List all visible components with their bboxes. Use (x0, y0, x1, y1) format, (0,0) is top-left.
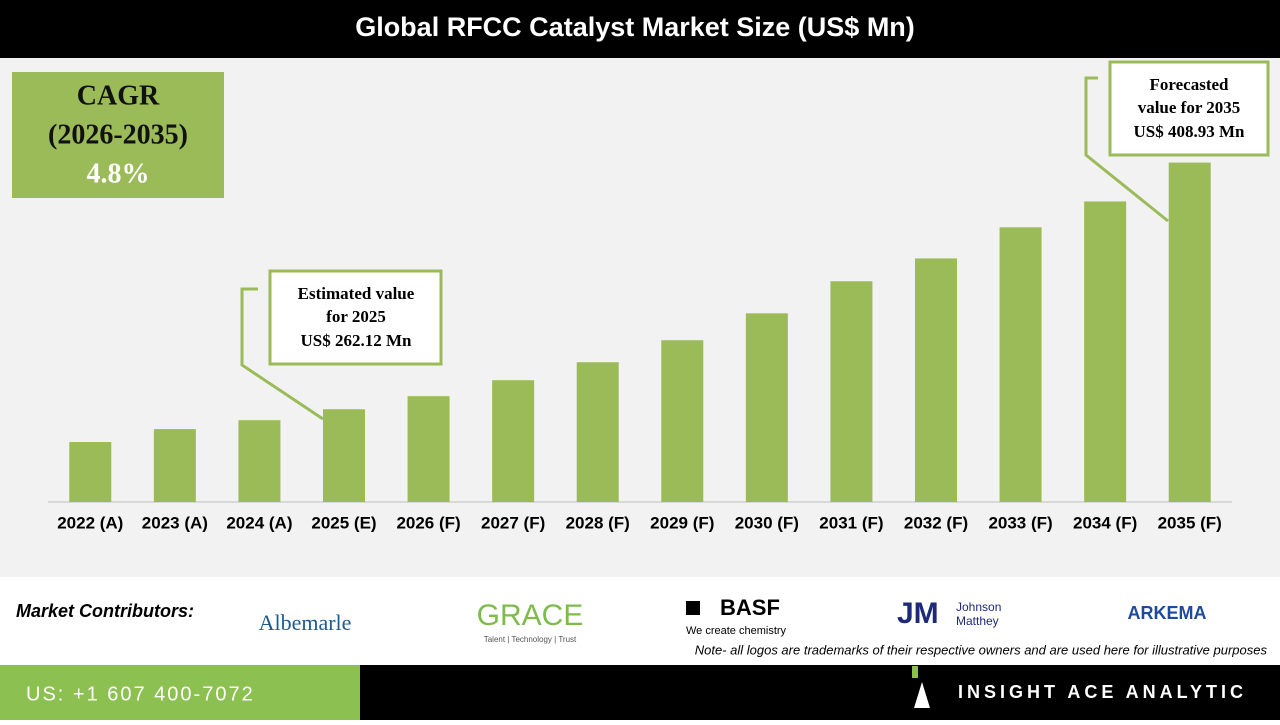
logo-icon (686, 601, 700, 615)
callout-text: US$ 408.93 Mn (1134, 122, 1246, 141)
x-tick-label: 2029 (F) (650, 513, 714, 532)
x-tick-label: 2022 (A) (57, 513, 123, 532)
callout-box (268, 269, 443, 366)
title-bar (0, 0, 1280, 58)
brand: INSIGHT ACE ANALYTIC (958, 682, 1247, 702)
callout-line (240, 287, 324, 421)
bar (407, 396, 450, 502)
bars: 2022 (A) 2023 (A) 2024 (A) 2025 (E) 2026 (F)… (57, 162, 1222, 532)
callout-box (1108, 60, 1270, 157)
x-tick-label: 2024 (A) (226, 513, 292, 532)
bar (492, 380, 535, 502)
cagr-box (12, 72, 224, 198)
x-tick-label: 2035 (F) (1158, 513, 1222, 532)
footer-left (0, 665, 360, 720)
bar (153, 429, 196, 502)
cagr-period: (2026-2035) (48, 119, 188, 150)
x-tick-label: 2027 (F) (481, 513, 545, 532)
x-tick-label: 2034 (F) (1073, 513, 1137, 532)
callout-line (1084, 76, 1169, 223)
bar (1084, 201, 1127, 503)
bar (999, 227, 1042, 503)
x-tick-label: 2030 (F) (735, 513, 799, 532)
cagr-label: CAGR (77, 80, 160, 111)
bar (745, 313, 788, 502)
logo: GRACE (477, 599, 584, 632)
x-tick-label: 2026 (F) (396, 513, 460, 532)
logo: JM (897, 597, 939, 630)
logo: ARKEMA (1128, 603, 1207, 623)
logo-tagline: Talent | Technology | Trust (484, 635, 577, 644)
callout-text: Forecasted (1150, 75, 1230, 94)
note: Note- all logos are trademarks of their … (695, 642, 1268, 657)
bar (576, 362, 619, 502)
phone: US: +1 607 400-7072 (26, 683, 255, 705)
brand-icon (914, 682, 930, 708)
logo: BASF (720, 595, 780, 620)
callout-text: for 2025 (326, 307, 386, 326)
chart-title: Global RFCC Catalyst Market Size (US$ Mn… (355, 12, 915, 42)
contributors-label: Market Contributors: (16, 601, 194, 621)
logo: Johnson (956, 600, 1001, 614)
x-tick-label: 2025 (E) (311, 513, 376, 532)
bar (830, 281, 873, 502)
callout-text: Estimated value (298, 284, 415, 303)
footer-right (360, 665, 1280, 720)
logo: Matthey (956, 614, 999, 628)
bar (661, 340, 704, 502)
callout-text: value for 2035 (1138, 98, 1241, 117)
callout-text: US$ 262.12 Mn (301, 331, 413, 350)
x-tick-label: 2028 (F) (566, 513, 630, 532)
x-tick-label: 2023 (A) (142, 513, 208, 532)
logo: Albemarle (259, 610, 352, 635)
x-tick-label: 2033 (F) (988, 513, 1052, 532)
bar (69, 442, 112, 502)
bar (323, 409, 365, 502)
cagr-value: 4.8% (87, 158, 150, 189)
x-tick-label: 2031 (F) (819, 513, 883, 532)
bar (1168, 162, 1211, 502)
bar (238, 420, 281, 502)
brand-icon (912, 666, 918, 678)
bar (915, 258, 957, 502)
x-tick-label: 2032 (F) (904, 513, 968, 532)
logo-tagline: We create chemistry (686, 625, 787, 637)
